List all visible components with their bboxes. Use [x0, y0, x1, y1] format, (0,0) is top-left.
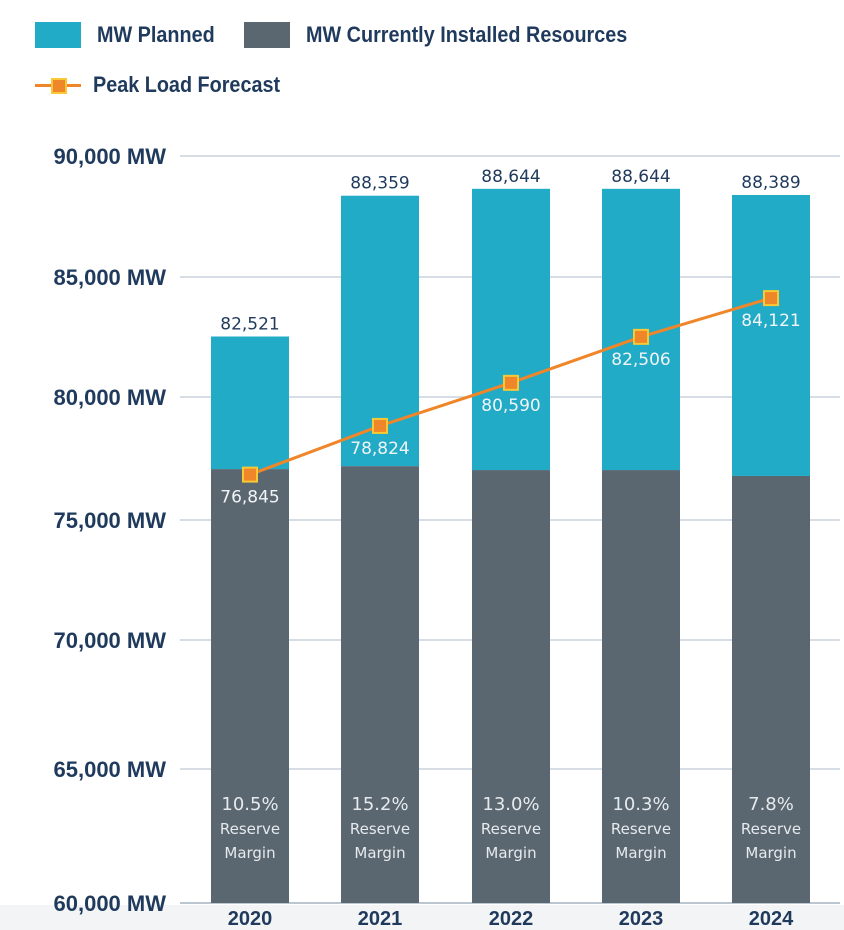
peak-label: 76,845	[220, 488, 279, 508]
reserve-margin-label: Margin	[485, 844, 536, 862]
reserve-margin-value: 7.8%	[748, 794, 794, 815]
total-label: 82,521	[220, 314, 279, 334]
y-tick-label: 70,000 MW	[54, 628, 167, 653]
reserve-margin-label: Margin	[745, 844, 796, 862]
total-label: 88,389	[741, 173, 800, 193]
reserve-margin-label: Margin	[615, 844, 666, 862]
peak-marker	[372, 417, 388, 434]
data-labels: 82,521 10.5% Reserve Margin 88,359 15.2% Reser…	[220, 167, 801, 862]
y-tick-label: 90,000 MW	[54, 144, 167, 169]
total-label: 88,644	[611, 167, 670, 187]
x-tick-label: 2022	[489, 908, 534, 930]
total-label: 88,644	[481, 167, 540, 187]
x-axis-ticks: 2020 2021 2022 2023 2024	[228, 908, 794, 930]
axis-footer-band	[0, 905, 844, 930]
bar-installed	[211, 469, 289, 903]
reserve-margin-value: 10.3%	[612, 794, 669, 815]
legend-label-installed: MW Currently Installed Resources	[305, 22, 628, 47]
peak-label: 82,506	[611, 350, 670, 370]
peak-marker	[763, 290, 779, 307]
reserve-margin-value: 13.0%	[482, 794, 539, 815]
legend-swatch-planned	[35, 22, 81, 48]
x-tick-label: 2024	[749, 908, 794, 930]
y-tick-label: 65,000 MW	[54, 757, 167, 782]
reserve-margin-label: Margin	[224, 844, 275, 862]
y-tick-label: 80,000 MW	[54, 385, 167, 410]
legend-swatch-peak	[35, 72, 81, 98]
bars	[211, 188, 810, 903]
peak-label: 80,590	[481, 396, 540, 416]
reserve-margin-label: Reserve	[350, 820, 410, 838]
legend-item-peak: Peak Load Forecast	[35, 72, 301, 98]
legend-item-planned: MW Planned	[35, 22, 228, 48]
x-tick-label: 2023	[619, 908, 664, 930]
y-axis-ticks: 60,000 MW 65,000 MW 70,000 MW 75,000 MW 80,0…	[54, 144, 167, 916]
peak-label: 78,824	[350, 439, 409, 459]
bar-installed	[341, 466, 419, 903]
legend-label-planned: MW Planned	[97, 22, 215, 47]
reserve-margin-label: Reserve	[611, 820, 671, 838]
bar-installed	[472, 470, 550, 903]
bar-installed	[602, 470, 680, 903]
legend-label-peak: Peak Load Forecast	[93, 72, 281, 97]
legend-item-installed: MW Currently Installed Resources	[243, 22, 663, 48]
y-tick-label: 60,000 MW	[54, 891, 167, 916]
reserve-margin-label: Reserve	[481, 820, 541, 838]
reserve-margin-value: 10.5%	[221, 794, 278, 815]
peak-marker	[242, 466, 258, 483]
x-tick-label: 2021	[358, 908, 403, 930]
peak-label: 84,121	[741, 311, 800, 331]
total-label: 88,359	[350, 174, 409, 194]
peak-marker	[503, 374, 519, 391]
reserve-margin-label: Margin	[354, 844, 405, 862]
bar-planned	[211, 336, 289, 470]
x-tick-label: 2020	[228, 908, 273, 930]
bar-planned	[732, 194, 810, 476]
bar-planned	[472, 188, 550, 471]
peak-marker	[633, 328, 649, 345]
bar-installed	[732, 475, 810, 903]
y-tick-label: 75,000 MW	[54, 508, 167, 533]
peak-line	[242, 290, 779, 483]
legend-row-bars: MW Planned MW Currently Installed Resour…	[35, 22, 683, 48]
reserve-margin-value: 15.2%	[351, 794, 408, 815]
y-tick-label: 85,000 MW	[54, 265, 167, 290]
legend-row-line: Peak Load Forecast	[35, 72, 321, 98]
reserve-margin-label: Reserve	[741, 820, 801, 838]
legend-swatch-installed	[243, 22, 290, 48]
reserve-margin-label: Reserve	[220, 820, 280, 838]
